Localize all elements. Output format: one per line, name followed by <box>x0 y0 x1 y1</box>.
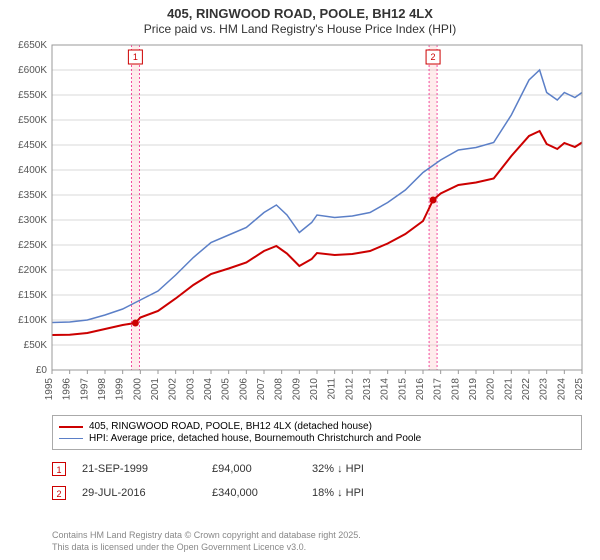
svg-text:£500K: £500K <box>18 115 47 126</box>
sale-date: 29-JUL-2016 <box>82 487 212 499</box>
svg-text:2015: 2015 <box>397 378 408 401</box>
svg-text:2: 2 <box>431 52 436 62</box>
svg-text:1998: 1998 <box>97 378 108 401</box>
chart-svg: £0 £50K £100K £150K £200K £250K £300K £350K £400… <box>0 0 600 560</box>
svg-text:2018: 2018 <box>450 378 461 401</box>
sale-price: £94,000 <box>212 463 312 475</box>
svg-text:1995: 1995 <box>44 378 55 401</box>
svg-text:2008: 2008 <box>274 378 285 401</box>
svg-text:1999: 1999 <box>115 378 126 401</box>
svg-text:2002: 2002 <box>168 378 179 401</box>
sale-row: 2 29-JUL-2016£340,00018% ↓ HPI <box>52 486 364 500</box>
svg-text:2005: 2005 <box>221 378 232 401</box>
svg-text:£50K: £50K <box>24 340 48 351</box>
svg-text:2024: 2024 <box>556 378 567 401</box>
svg-text:£250K: £250K <box>18 240 47 251</box>
legend: 405, RINGWOOD ROAD, POOLE, BH12 4LX (det… <box>52 415 582 450</box>
legend-row: HPI: Average price, detached house, Bour… <box>59 433 575 444</box>
svg-text:2017: 2017 <box>433 378 444 401</box>
svg-text:2020: 2020 <box>486 378 497 401</box>
sale-date: 21-SEP-1999 <box>82 463 212 475</box>
svg-text:2022: 2022 <box>521 378 532 401</box>
svg-text:2016: 2016 <box>415 378 426 401</box>
legend-label: 405, RINGWOOD ROAD, POOLE, BH12 4LX (det… <box>89 421 372 432</box>
svg-text:2010: 2010 <box>309 378 320 401</box>
svg-text:2012: 2012 <box>344 378 355 401</box>
svg-text:£100K: £100K <box>18 315 47 326</box>
svg-text:2001: 2001 <box>150 378 161 401</box>
svg-text:1: 1 <box>133 52 138 62</box>
svg-text:2000: 2000 <box>132 378 143 401</box>
svg-text:£450K: £450K <box>18 140 47 151</box>
svg-text:1997: 1997 <box>79 378 90 401</box>
svg-text:2021: 2021 <box>503 378 514 401</box>
svg-text:2025: 2025 <box>574 378 585 401</box>
svg-text:£200K: £200K <box>18 265 47 276</box>
sale-pct: 32% ↓ HPI <box>312 463 364 475</box>
svg-text:£400K: £400K <box>18 165 47 176</box>
svg-text:2019: 2019 <box>468 378 479 401</box>
svg-text:£650K: £650K <box>18 40 47 51</box>
svg-text:£600K: £600K <box>18 65 47 76</box>
svg-text:2023: 2023 <box>539 378 550 401</box>
svg-text:2013: 2013 <box>362 378 373 401</box>
sale-price: £340,000 <box>212 487 312 499</box>
svg-text:2003: 2003 <box>185 378 196 401</box>
sale-marker-box: 1 <box>52 462 66 476</box>
svg-text:£350K: £350K <box>18 190 47 201</box>
svg-text:2007: 2007 <box>256 378 267 401</box>
footer-line-1: Contains HM Land Registry data © Crown c… <box>52 530 361 540</box>
svg-text:2006: 2006 <box>238 378 249 401</box>
svg-text:1996: 1996 <box>62 378 73 401</box>
svg-text:2004: 2004 <box>203 378 214 401</box>
svg-text:£300K: £300K <box>18 215 47 226</box>
svg-text:£150K: £150K <box>18 290 47 301</box>
sale-pct: 18% ↓ HPI <box>312 487 364 499</box>
svg-text:2011: 2011 <box>327 378 338 400</box>
svg-text:£0: £0 <box>36 365 48 376</box>
legend-label: HPI: Average price, detached house, Bour… <box>89 433 421 444</box>
svg-text:2014: 2014 <box>380 378 391 401</box>
footer-line-2: This data is licensed under the Open Gov… <box>52 542 306 552</box>
legend-swatch <box>59 438 83 439</box>
chart-container: 405, RINGWOOD ROAD, POOLE, BH12 4LX Pric… <box>0 0 600 560</box>
sale-row: 1 21-SEP-1999£94,00032% ↓ HPI <box>52 462 364 476</box>
svg-text:2009: 2009 <box>291 378 302 401</box>
svg-text:£550K: £550K <box>18 90 47 101</box>
legend-row: 405, RINGWOOD ROAD, POOLE, BH12 4LX (det… <box>59 421 575 432</box>
legend-swatch <box>59 426 83 428</box>
sale-marker-box: 2 <box>52 486 66 500</box>
